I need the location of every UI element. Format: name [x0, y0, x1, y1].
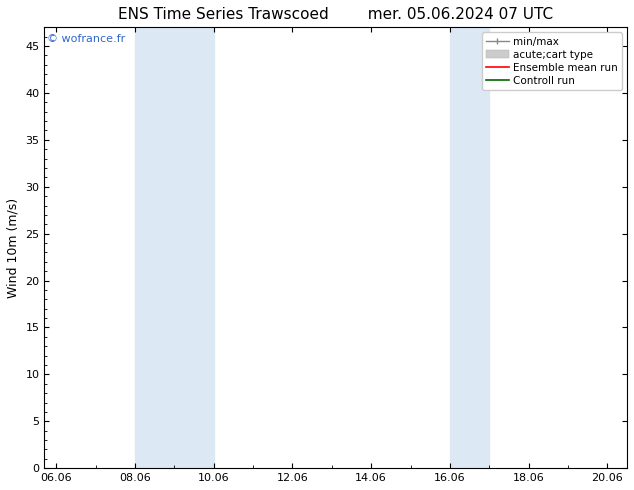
Bar	[135, 27, 214, 468]
Text: © wofrance.fr: © wofrance.fr	[48, 34, 126, 44]
Legend: min/max, acute;cart type, Ensemble mean run, Controll run: min/max, acute;cart type, Ensemble mean …	[482, 32, 622, 90]
Title: ENS Time Series Trawscoed        mer. 05.06.2024 07 UTC: ENS Time Series Trawscoed mer. 05.06.202…	[118, 7, 553, 22]
Bar	[450, 27, 489, 468]
Y-axis label: Wind 10m (m/s): Wind 10m (m/s)	[7, 197, 20, 298]
